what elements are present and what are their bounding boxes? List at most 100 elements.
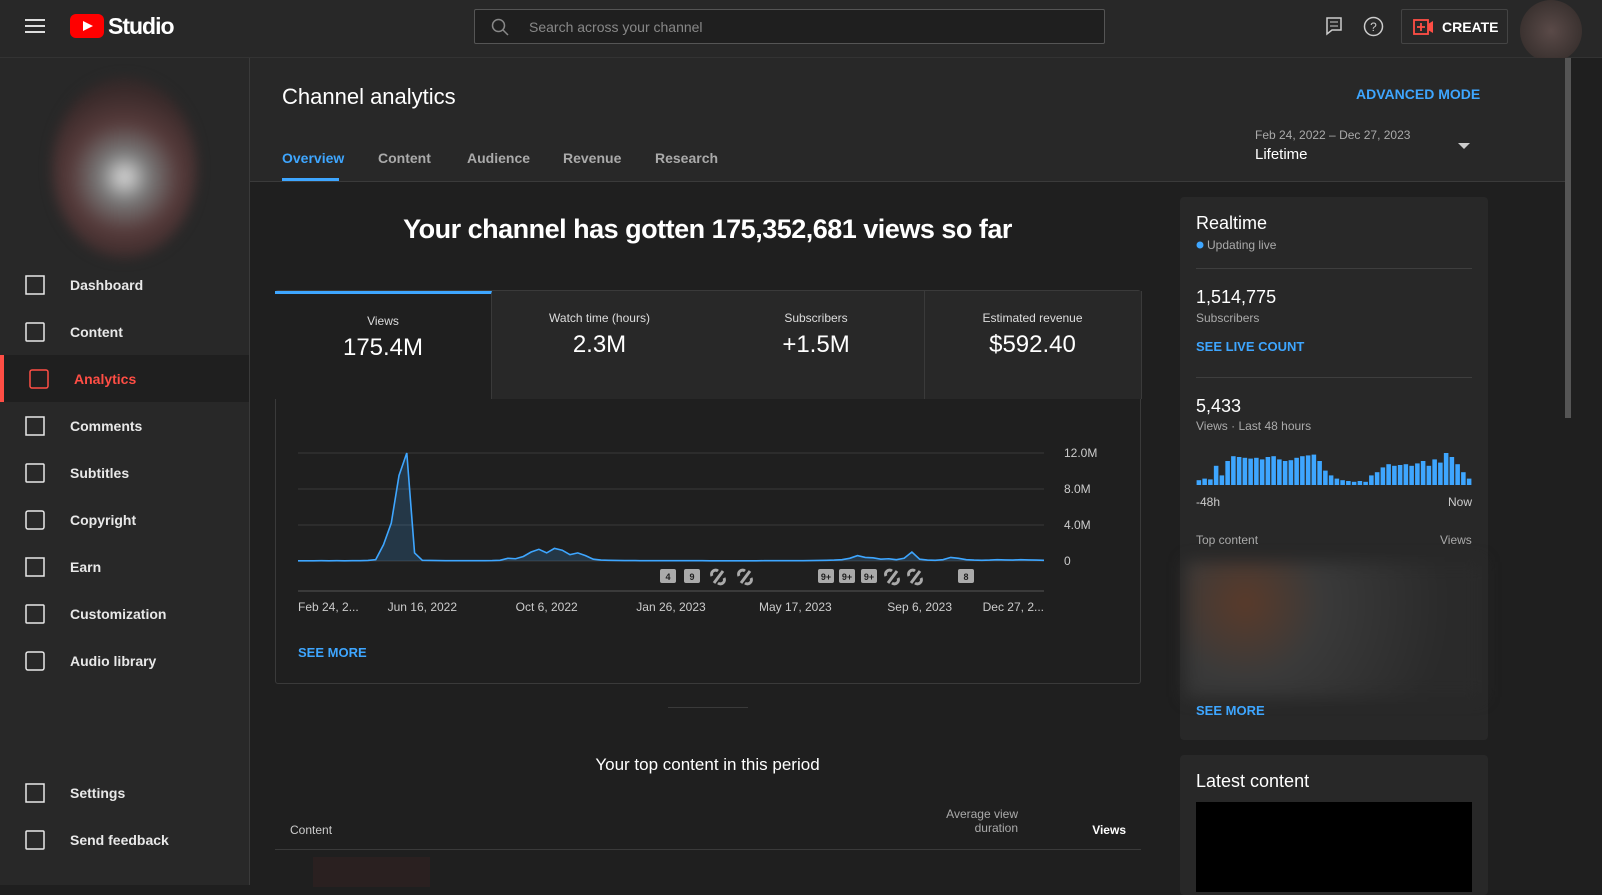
nav-label: Customization — [70, 605, 167, 622]
realtime-see-more[interactable]: SEE MORE — [1196, 703, 1265, 718]
realtime-title: Realtime — [1196, 213, 1268, 233]
logo-text[interactable]: Studio — [108, 13, 175, 39]
tab[interactable]: Audience — [467, 150, 531, 166]
nav-icon — [25, 829, 45, 850]
content-thumbnail — [313, 857, 430, 887]
nav-item[interactable]: Comments — [0, 402, 249, 449]
search-icon — [491, 18, 509, 36]
metric-label: Subscribers — [784, 311, 848, 325]
create-button[interactable]: CREATE — [1401, 9, 1508, 44]
tab-underline — [282, 178, 339, 181]
metric-card[interactable]: Estimated revenue $592.40 — [924, 291, 1142, 399]
search-placeholder: Search across your channel — [529, 19, 703, 35]
table-divider — [275, 849, 1141, 850]
tab[interactable]: Content — [378, 150, 431, 166]
nav-label: Send feedback — [70, 831, 169, 848]
nav-label: Earn — [70, 558, 102, 575]
search-box[interactable]: Search across your channel — [474, 9, 1105, 44]
page-header: Channel analytics ADVANCED MODE Feb 24, … — [250, 58, 1565, 182]
live-dot — [1196, 241, 1204, 249]
nav-item[interactable]: Earn — [0, 543, 249, 590]
nav-icon — [25, 603, 45, 624]
nav-icon — [29, 368, 49, 389]
scrollbar — [1565, 58, 1602, 885]
nav-label: Comments — [70, 417, 143, 434]
nav-item[interactable]: Dashboard — [0, 261, 249, 308]
latest-thumbnail — [1196, 802, 1472, 892]
metric-card[interactable]: Subscribers +1.5M — [708, 291, 925, 399]
top-content-label: Top content — [1196, 533, 1259, 547]
nav-item[interactable]: Customization — [0, 590, 249, 637]
messages-icon[interactable] — [1325, 16, 1343, 36]
right-panel: Realtime Updating live 1,514,775 Subscri… — [1165, 182, 1565, 895]
metric-value: 175.4M — [342, 334, 424, 361]
metric-value: $592.40 — [989, 331, 1076, 358]
nav-icon — [25, 274, 45, 295]
table-header: Content — [290, 823, 333, 837]
table-header: Views — [1092, 823, 1126, 837]
nav-label: Content — [70, 323, 123, 340]
create-label: CREATE — [1442, 19, 1499, 35]
latest-card: Latest content — [1180, 755, 1488, 895]
headline: Your channel has gotten 175,352,681 view… — [403, 214, 1012, 244]
chart-see-more[interactable]: SEE MORE — [298, 645, 367, 660]
svg-text:?: ? — [1370, 20, 1377, 34]
tab[interactable]: Revenue — [563, 150, 622, 166]
realtime-views: 5,433 — [1196, 396, 1242, 416]
create-icon — [1413, 19, 1433, 35]
realtime-views-label: Views · Last 48 hours — [1196, 419, 1312, 433]
top-bar: Studio Search across your channel ? CREA… — [0, 0, 1602, 62]
metric-label: Watch time (hours) — [549, 311, 650, 325]
nav-icon — [25, 509, 45, 530]
metric-card[interactable]: Watch time (hours) 2.3M — [491, 291, 709, 399]
page-title: Channel analytics — [282, 84, 456, 109]
nav-item[interactable]: Settings — [0, 769, 249, 816]
divider — [668, 707, 748, 708]
nav-label: Copyright — [70, 511, 137, 528]
nav-icon — [25, 650, 45, 671]
tab[interactable]: Research — [655, 150, 719, 166]
tab[interactable]: Overview — [282, 150, 345, 166]
metric-value: 2.3M — [572, 331, 627, 358]
avatar[interactable] — [1520, 0, 1582, 62]
nav-label: Analytics — [74, 370, 137, 387]
metric-label: Views — [367, 314, 399, 328]
nav-item[interactable]: Copyright — [0, 496, 249, 543]
date-range[interactable]: Feb 24, 2022 – Dec 27, 2023 — [1255, 128, 1411, 142]
live-status: Updating live — [1207, 238, 1277, 252]
nav-label: Settings — [70, 784, 126, 801]
top-content-blurred — [1186, 562, 1482, 697]
metric-value: +1.5M — [782, 331, 850, 358]
divider — [1196, 377, 1472, 378]
top-content-title: Your top content in this period — [595, 755, 820, 774]
help-icon[interactable]: ? — [1363, 16, 1384, 37]
nav-item[interactable]: Audio library — [0, 637, 249, 684]
period[interactable]: Lifetime — [1255, 146, 1308, 163]
nav-item[interactable]: Content — [0, 308, 249, 355]
advanced-mode[interactable]: ADVANCED MODE — [1356, 86, 1481, 102]
subscriber-count: 1,514,775 — [1196, 287, 1277, 307]
nav-item[interactable]: Analytics — [0, 355, 249, 402]
realtime-card: Realtime Updating live 1,514,775 Subscri… — [1180, 197, 1488, 740]
table-header: Average view duration — [946, 807, 1018, 835]
live-count-link[interactable]: SEE LIVE COUNT — [1196, 339, 1305, 354]
nav-item[interactable]: Send feedback — [0, 816, 249, 863]
top-views-label: Views — [1440, 533, 1472, 547]
menu-icon[interactable] — [25, 18, 45, 34]
scroll-thumb[interactable] — [1565, 58, 1571, 418]
period-dropdown[interactable] — [1458, 143, 1470, 151]
nav-icon — [25, 782, 45, 803]
channel-avatar — [52, 78, 197, 258]
nav-item[interactable]: Subtitles — [0, 449, 249, 496]
subscriber-label: Subscribers — [1196, 311, 1260, 325]
nav-label: Audio library — [70, 652, 157, 669]
sidebar — [0, 58, 250, 885]
latest-title: Latest content — [1196, 771, 1310, 791]
nav-icon — [25, 415, 45, 436]
logo-icon[interactable] — [70, 14, 104, 38]
metric-card[interactable]: Views 175.4M — [275, 291, 492, 399]
metric-label: Estimated revenue — [982, 311, 1083, 325]
nav-icon — [25, 321, 45, 342]
